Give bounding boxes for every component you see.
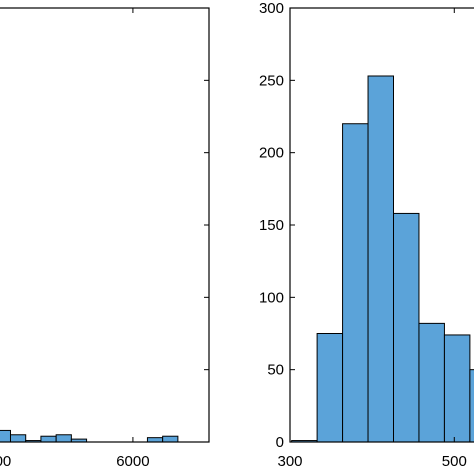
right-histogram: 0 50 100 150 200 250 300 300 500 bbox=[259, 0, 474, 470]
right-ytick-label-3: 150 bbox=[259, 217, 284, 234]
left-axes-frame bbox=[0, 7, 210, 443]
right-ytick-label-5: 250 bbox=[259, 72, 284, 89]
right-ytick-label-6: 300 bbox=[259, 0, 284, 17]
left-bar-3 bbox=[9, 434, 27, 443]
left-xtick-label-1: 6000 bbox=[116, 453, 149, 470]
left-bar-12 bbox=[146, 437, 164, 443]
right-bar-5 bbox=[418, 322, 445, 443]
right-ytick-label-4: 200 bbox=[259, 145, 284, 162]
right-ytick-label-2: 100 bbox=[259, 289, 284, 306]
right-bar-7 bbox=[469, 369, 474, 443]
left-bar-13 bbox=[162, 435, 179, 443]
left-bar-6 bbox=[55, 434, 72, 443]
right-bar-1 bbox=[316, 333, 344, 443]
right-xtick-label-0: 300 bbox=[277, 453, 302, 470]
right-bar-6 bbox=[443, 334, 471, 443]
left-bar-2 bbox=[0, 429, 11, 443]
right-bar-4 bbox=[393, 212, 420, 443]
right-bar-3 bbox=[367, 75, 394, 443]
right-bar-2 bbox=[342, 123, 369, 443]
left-bar-5 bbox=[40, 435, 57, 443]
right-ytick-label-0: 0 bbox=[276, 434, 284, 451]
left-xtick-label-0: 4000 bbox=[0, 453, 11, 470]
left-histogram: 4000 6000 bbox=[0, 7, 210, 470]
right-ytick-label-1: 50 bbox=[267, 362, 284, 379]
right-xtick-label-1: 500 bbox=[442, 453, 467, 470]
